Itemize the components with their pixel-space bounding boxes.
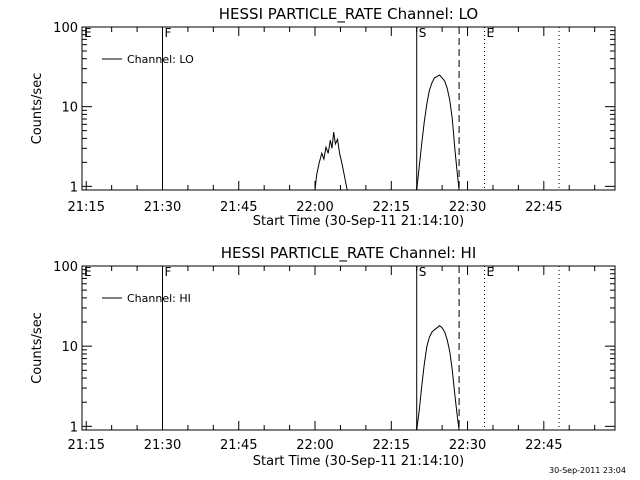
marker-label: E <box>84 265 92 279</box>
y-tick-label: 1 <box>70 420 78 435</box>
x-tick-label: 22:15 <box>373 200 410 215</box>
plot-frame <box>82 266 615 430</box>
x-axis-label: Start Time (30-Sep-11 21:14:10) <box>253 214 464 229</box>
x-tick-label: 22:45 <box>525 200 562 215</box>
marker-label: S <box>419 26 427 40</box>
x-tick-label: 22:00 <box>296 438 333 453</box>
chart-panel-1: HESSI PARTICLE_RATE Channel: LO 21:15 21:3… <box>30 5 615 229</box>
chart-title: HESSI PARTICLE_RATE Channel: HI <box>221 244 477 263</box>
x-tick-label: 21:30 <box>144 200 181 215</box>
plot-timestamp: 30-Sep-2011 23:04 <box>549 466 626 475</box>
x-tick-label: 22:45 <box>525 438 562 453</box>
plot-frame <box>82 27 615 190</box>
series-line <box>417 326 459 430</box>
marker-label: F <box>165 26 172 40</box>
y-axis-label: Counts/sec <box>30 73 45 145</box>
y-tick-label: 100 <box>53 21 78 36</box>
x-axis-label: Start Time (30-Sep-11 21:14:10) <box>253 454 464 469</box>
x-tick-label: 21:45 <box>220 200 257 215</box>
x-tick-label: 21:30 <box>144 438 181 453</box>
chart-panel-2: HESSI PARTICLE_RATE Channel: HI 21:15 21:3… <box>30 244 615 469</box>
y-axis-label: Counts/sec <box>30 312 45 384</box>
marker-label: E <box>487 26 495 40</box>
x-tick-label: 22:30 <box>449 200 486 215</box>
y-tick-label: 10 <box>61 101 78 116</box>
marker-label: E <box>487 265 495 279</box>
x-tick-label: 22:00 <box>296 200 333 215</box>
series-line <box>315 132 347 190</box>
x-tick-label: 21:15 <box>68 438 105 453</box>
marker-label: F <box>165 265 172 279</box>
marker-label: S <box>419 265 427 279</box>
x-tick-label: 21:15 <box>68 200 105 215</box>
legend-label: Channel: HI <box>127 292 191 305</box>
y-tick-label: 100 <box>53 260 78 275</box>
x-tick-label: 22:15 <box>373 438 410 453</box>
legend-label: Channel: LO <box>127 53 194 66</box>
x-tick-label: 22:30 <box>449 438 486 453</box>
marker-label: E <box>84 26 92 40</box>
y-tick-label: 10 <box>61 340 78 355</box>
x-tick-label: 21:45 <box>220 438 257 453</box>
chart-title: HESSI PARTICLE_RATE Channel: LO <box>219 5 478 24</box>
series-line <box>417 75 459 190</box>
y-tick-label: 1 <box>70 180 78 195</box>
